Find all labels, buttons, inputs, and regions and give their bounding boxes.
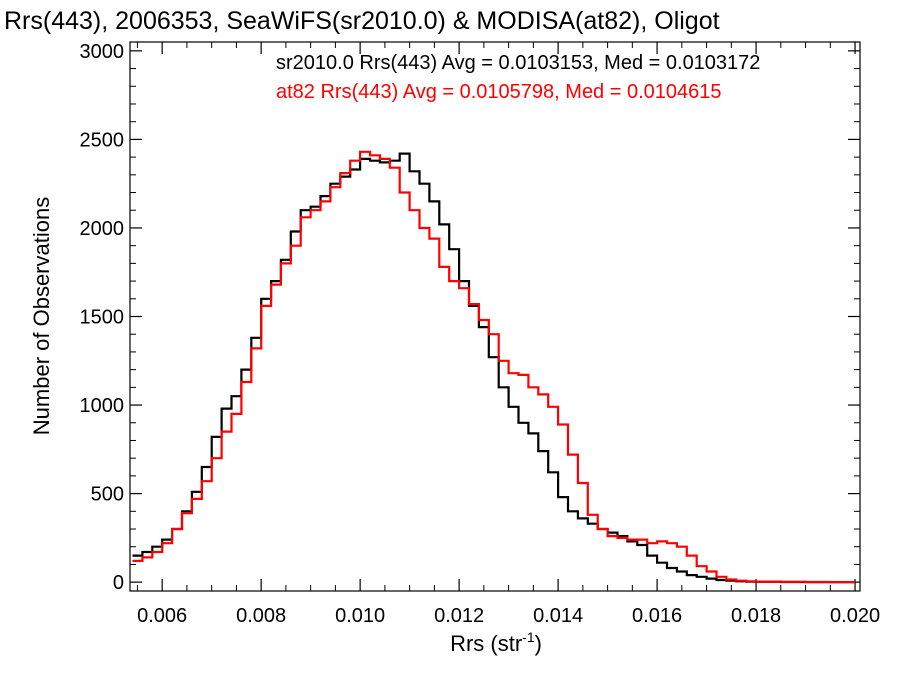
y-tick-label: 0 bbox=[113, 572, 124, 594]
plot-area: 0.006 0.008 0.010 0.012 0.014 0.016 0.018 0.020… bbox=[80, 41, 881, 627]
plot-frame bbox=[129, 41, 861, 592]
x-axis: 0.006 0.008 0.010 0.012 0.014 0.016 0.018 0.020 bbox=[136, 42, 880, 627]
y-tick-label: 500 bbox=[91, 484, 124, 506]
legend-entry-sr2010: sr2010.0 Rrs(443) Avg = 0.0103153, Med =… bbox=[276, 52, 760, 74]
y-tick-label: 3000 bbox=[80, 41, 125, 63]
x-axis-title-superscript: -1 bbox=[522, 629, 535, 645]
series-line-at82 bbox=[132, 150, 856, 584]
x-tick-label: 0.012 bbox=[434, 605, 484, 627]
y-tick-label: 2000 bbox=[80, 218, 125, 240]
legend-entry-at82: at82 Rrs(443) Avg = 0.0105798, Med = 0.0… bbox=[276, 81, 722, 103]
x-axis-title-text: Rrs (str bbox=[450, 631, 522, 656]
series-line-sr2010 bbox=[132, 152, 856, 584]
chart-title: Rrs(443), 2006353, SeaWiFS(sr2010.0) & M… bbox=[4, 7, 720, 35]
x-tick-label: 0.006 bbox=[137, 605, 187, 627]
x-tick-label: 0.018 bbox=[731, 605, 781, 627]
series-layer bbox=[132, 150, 856, 584]
x-tick-label: 0.010 bbox=[335, 605, 385, 627]
y-tick-label: 2500 bbox=[80, 129, 125, 151]
x-tick-label: 0.008 bbox=[236, 605, 286, 627]
y-tick-label: 1000 bbox=[80, 395, 125, 417]
x-tick-label: 0.014 bbox=[533, 605, 583, 627]
x-axis-title-close: ) bbox=[535, 631, 542, 656]
x-axis-title: Rrs (str-1) bbox=[450, 629, 542, 656]
y-axis-title: Number of Observations bbox=[29, 197, 54, 435]
x-tick-label: 0.020 bbox=[830, 605, 880, 627]
x-tick-label: 0.016 bbox=[632, 605, 682, 627]
y-tick-label: 1500 bbox=[80, 307, 125, 329]
y-axis: 0 500 1000 1500 2000 2500 3000 bbox=[80, 41, 860, 594]
